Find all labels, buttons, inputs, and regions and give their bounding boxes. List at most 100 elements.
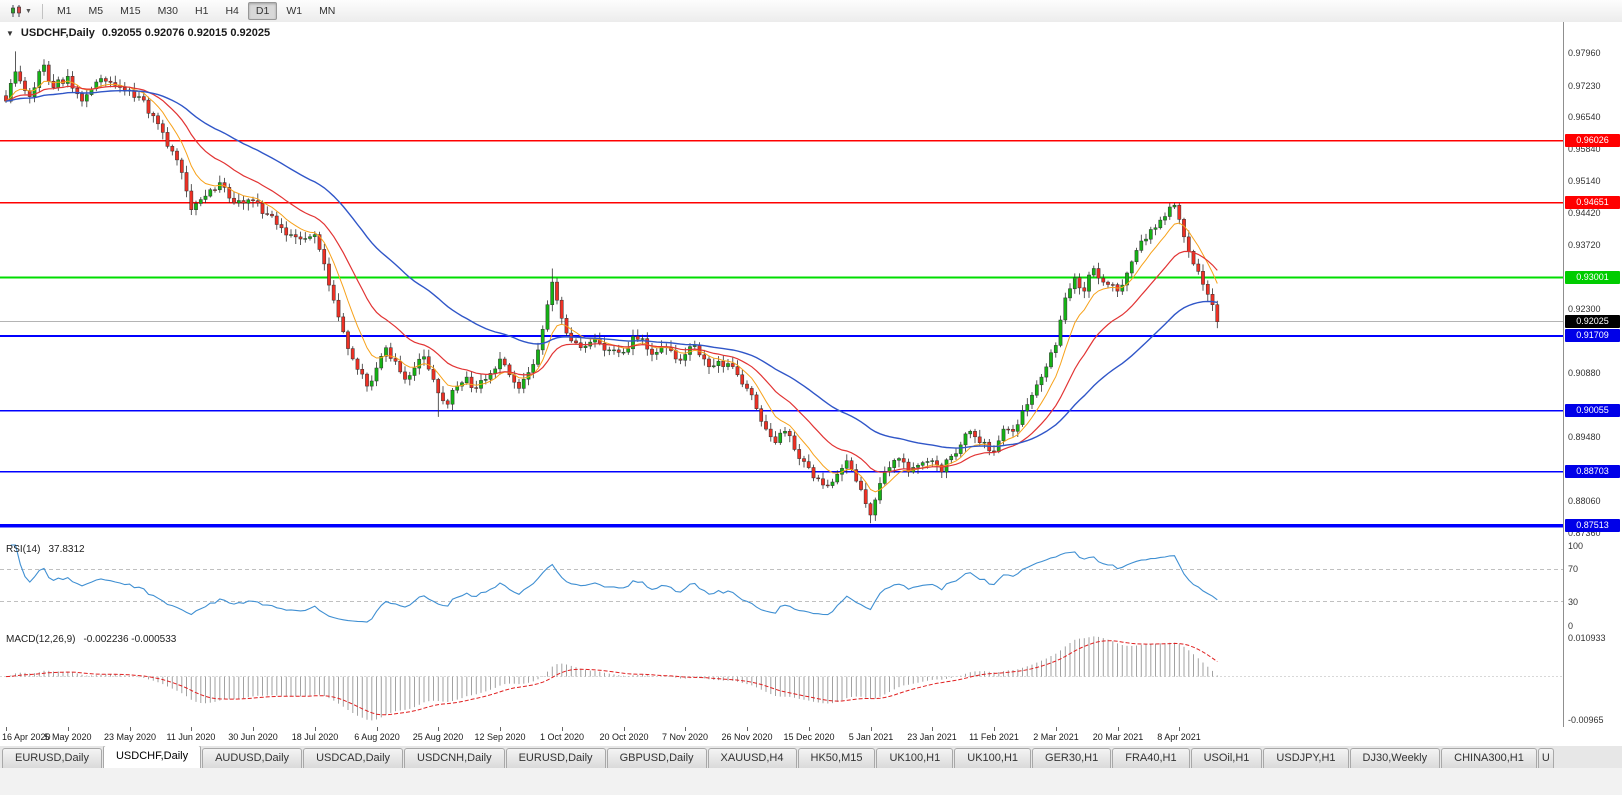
chart-tab-china300-h1[interactable]: CHINA300,H1 (1441, 748, 1537, 768)
date-label: 2 Mar 2021 (1033, 732, 1079, 742)
timeframe-button-mn[interactable]: MN (319, 5, 336, 17)
chevron-down-icon: ▼ (25, 7, 32, 15)
chart-tab-usoil-h1[interactable]: USOil,H1 (1190, 748, 1263, 768)
date-label: 25 Aug 2020 (412, 732, 464, 742)
price-tick: 0.95840 (1568, 144, 1601, 155)
date-label: 20 Mar 2021 (1092, 732, 1144, 742)
candlestick-chart-icon (11, 5, 21, 17)
date-label: 23 May 2020 (103, 732, 157, 742)
rsi-chart (0, 544, 1563, 623)
date-tick-mark (809, 727, 810, 731)
macd-panel: MACD(12,26,9) -0.002236 -0.000533 0.0109… (0, 631, 1622, 728)
price-tick: 0.97960 (1568, 48, 1601, 59)
time-axis[interactable]: 16 Apr 2020 5 May 2020 23 May 2020 11 Jun 2… (0, 727, 1622, 747)
timeframe-button-h1[interactable]: H1 (195, 5, 209, 17)
timeframe-button-m15[interactable]: M15 (120, 5, 141, 17)
price-level-badge: 0.88703 (1565, 465, 1620, 479)
date-tick-mark (253, 727, 254, 731)
price-level-badge: 0.91709 (1565, 329, 1620, 343)
date-label: 1 Oct 2020 (539, 732, 585, 742)
date-tick-mark (1179, 727, 1180, 731)
chart-tab-eurusd-daily[interactable]: EURUSD,Daily (2, 748, 102, 768)
date-label: 23 Jan 2021 (907, 732, 957, 742)
date-tick-mark (68, 727, 69, 731)
chart-tab-usdjpy-h1[interactable]: USDJPY,H1 (1263, 748, 1349, 768)
date-tick-mark (1118, 727, 1119, 731)
date-tick-mark (1056, 727, 1057, 731)
date-tick-mark (377, 727, 378, 731)
timeframe-button-w1[interactable]: W1 (286, 5, 303, 17)
price-level-badge: 0.94651 (1565, 196, 1620, 210)
chart-tab-usdcnh-daily[interactable]: USDCNH,Daily (404, 748, 505, 768)
symbol-name: USDCHF,Daily (20, 27, 95, 39)
price-level-badge: 0.87513 (1565, 519, 1620, 533)
price-tick: 0.87360 (1568, 527, 1601, 538)
status-bar (0, 768, 1622, 795)
chart-tab-fra40-h1[interactable]: FRA40,H1 (1112, 748, 1190, 768)
chart-type-button[interactable]: ▼ (5, 2, 36, 20)
price-tick: 0.96540 (1568, 112, 1601, 123)
chart-tab-usdcad-daily[interactable]: USDCAD,Daily (303, 748, 404, 768)
date-label: 20 Oct 2020 (599, 732, 649, 742)
chart-tab-u[interactable]: U (1537, 748, 1554, 768)
main-chart-panel: ▼ USDCHF,Daily 0.92055 0.92076 0.92015 0… (0, 22, 1622, 542)
collapse-chart-icon[interactable]: ▼ (6, 28, 14, 38)
price-tick: 0.89480 (1568, 431, 1601, 442)
price-tick: 0.95140 (1568, 175, 1601, 186)
date-label: 30 Jun 2020 (228, 732, 278, 742)
date-label: 5 Jan 2021 (848, 732, 894, 742)
macd-min-tick: -0.00965 (1568, 715, 1604, 725)
date-tick-mark (130, 727, 131, 731)
date-tick-mark (685, 727, 686, 731)
date-label: 5 May 2020 (44, 732, 92, 742)
main-price-axis[interactable]: 0.97960 0.97230 0.96540 0.95840 0.95140 0.944… (1564, 22, 1622, 541)
price-level-badge: 0.93001 (1565, 271, 1620, 284)
macd-axis: 0.010933 -0.00965 (1564, 631, 1622, 727)
chart-tab-ger30-h1[interactable]: GER30,H1 (1032, 748, 1112, 768)
rsi-tick: 100 (1568, 541, 1584, 551)
timeframe-button-m1[interactable]: M1 (56, 5, 72, 17)
price-tick: 0.90880 (1568, 368, 1601, 379)
price-level-badge: 0.90055 (1565, 404, 1620, 418)
timeframe-buttons: M1 M5 M15 M30 H1 H4 D1 W1 MN (49, 2, 343, 20)
chart-tab-usdchf-daily[interactable]: USDCHF,Daily (102, 746, 202, 768)
rsi-tick: 0 (1568, 621, 1574, 631)
ohlc-values: 0.92055 0.92076 0.92015 0.92025 (101, 27, 271, 39)
top-toolbar: ▼ M1 M5 M15 M30 H1 H4 D1 W1 MN (0, 0, 1622, 23)
chart-tab-uk100-h1[interactable]: UK100,H1 (954, 748, 1032, 768)
price-tick: 0.94420 (1568, 208, 1601, 219)
chart-tab-hk50-m15[interactable]: HK50,M15 (797, 748, 876, 768)
date-tick-mark (500, 727, 501, 731)
price-level-badge: 0.92025 (1565, 315, 1620, 329)
timeframe-button-m5[interactable]: M5 (88, 5, 104, 17)
chart-tab-uk100-h1[interactable]: UK100,H1 (876, 748, 954, 768)
chart-tab-eurusd-daily[interactable]: EURUSD,Daily (505, 748, 606, 768)
macd-plot-area[interactable]: MACD(12,26,9) -0.002236 -0.000533 (0, 631, 1564, 727)
timeframe-button-m30[interactable]: M30 (157, 5, 178, 17)
date-label: 11 Jun 2020 (166, 732, 216, 742)
date-label: 26 Nov 2020 (721, 732, 773, 742)
macd-name: MACD(12,26,9) (6, 634, 76, 645)
date-label: 8 Apr 2021 (1157, 732, 1201, 742)
date-tick-mark (994, 727, 995, 731)
chart-tab-dj30-weekly[interactable]: DJ30,Weekly (1349, 748, 1441, 768)
timeframe-button-d1[interactable]: D1 (247, 2, 278, 20)
candlestick-chart (0, 51, 1563, 528)
rsi-plot-area[interactable]: RSI(14) 37.8312 (0, 541, 1564, 631)
date-tick-mark (932, 727, 933, 731)
date-label: 16 Apr 2020 (2, 732, 51, 742)
date-tick-mark (562, 727, 563, 731)
macd-max-tick: 0.010933 (1568, 633, 1606, 643)
rsi-tick: 30 (1568, 596, 1579, 607)
macd-indicator-label: MACD(12,26,9) -0.002236 -0.000533 (6, 634, 176, 645)
chart-tab-xauusd-h4[interactable]: XAUUSD,H4 (707, 748, 797, 768)
main-plot-area[interactable]: ▼ USDCHF,Daily 0.92055 0.92076 0.92015 0… (0, 22, 1564, 541)
date-tick-mark (624, 727, 625, 731)
chart-tab-audusd-daily[interactable]: AUDUSD,Daily (202, 748, 303, 768)
date-tick-mark (191, 727, 192, 731)
timeframe-button-h4[interactable]: H4 (225, 5, 239, 17)
price-tick: 0.88060 (1568, 496, 1601, 506)
date-label: 18 Jul 2020 (291, 732, 339, 742)
rsi-indicator-label: RSI(14) 37.8312 (6, 544, 85, 555)
chart-tab-gbpusd-daily[interactable]: GBPUSD,Daily (606, 748, 707, 768)
